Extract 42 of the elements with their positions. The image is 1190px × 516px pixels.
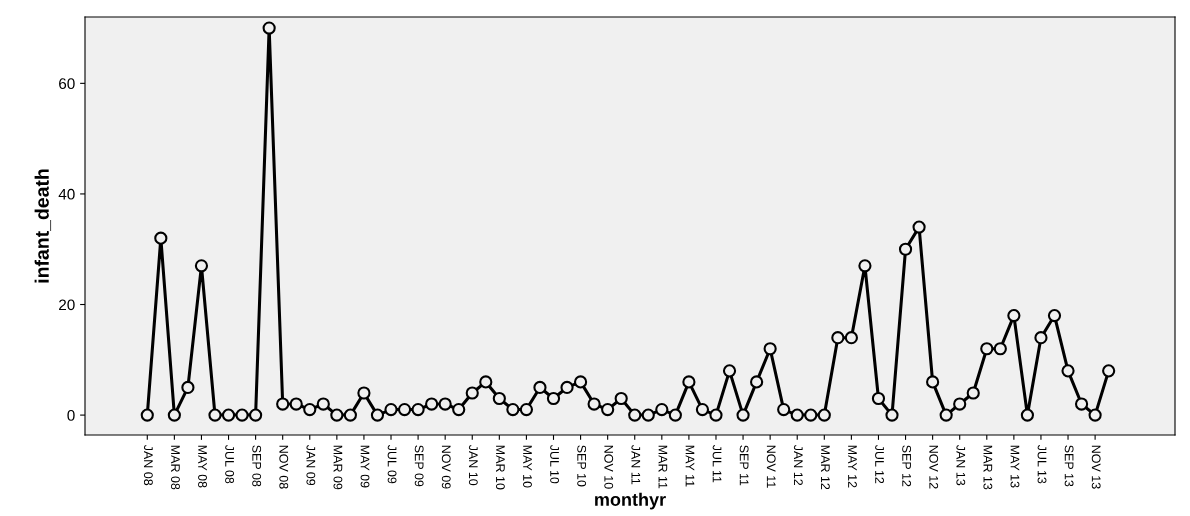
x-tick-label: SEP 11 (739, 445, 749, 486)
x-tick-label: NOV 13 (1091, 445, 1101, 489)
x-tick-label: JUL 11 (712, 444, 722, 483)
x-tick-label: JAN 12 (793, 444, 803, 486)
x-axis-title: monthyr (595, 492, 666, 510)
x-tick-label: JAN 13 (956, 444, 966, 486)
x-tick-label: NOV 08 (279, 445, 289, 489)
x-tick-label: JAN 08 (143, 444, 153, 486)
x-tick-label: JUL 08 (225, 444, 235, 484)
x-tick-label: JUL 13 (1037, 444, 1047, 484)
y-axis-title: infant_death (34, 169, 52, 283)
x-tick-label: MAR 10 (495, 445, 505, 490)
x-tick-label: MAY 10 (523, 445, 532, 488)
x-tick-label: MAY 11 (685, 445, 695, 487)
y-tick-label: 40 (58, 188, 75, 200)
x-tick-label: NOV 10 (604, 445, 614, 489)
x-tick-label: MAR 09 (333, 445, 343, 490)
x-tick-label: MAR 12 (821, 445, 830, 490)
y-tick-label: 60 (59, 78, 75, 90)
x-tick-label: NOV 11 (766, 445, 776, 488)
x-tick-label: MAY 09 (360, 445, 370, 488)
x-tick-label: JAN 09 (306, 444, 316, 486)
x-tick-label: JAN 11 (631, 444, 641, 485)
x-tick-label: SEP 13 (1064, 445, 1074, 487)
x-tick-label: JAN 10 (468, 444, 478, 486)
x-tick-label: JUL 10 (550, 444, 559, 484)
x-tick-label: SEP 10 (577, 445, 587, 487)
x-tick-label: NOV 12 (929, 445, 939, 489)
x-tick-label: JUL 09 (387, 444, 397, 484)
x-tick-label: MAR 11 (658, 445, 668, 489)
y-tick-label: 20 (59, 299, 75, 311)
x-tick-label: NOV 09 (441, 445, 451, 489)
y-tick-label: 0 (67, 409, 75, 421)
x-tick-label: MAY 13 (1010, 445, 1020, 488)
x-tick-label: MAR 13 (983, 445, 993, 490)
x-tick-label: SEP 09 (414, 445, 424, 487)
x-tick-label: SEP 08 (252, 445, 262, 487)
x-tick-label: MAY 12 (848, 445, 857, 488)
x-tick-label: SEP 12 (902, 445, 912, 487)
x-tick-label: MAY 08 (198, 445, 207, 488)
x-tick-label: MAR 08 (171, 445, 180, 490)
x-tick-label: JUL 12 (875, 444, 884, 484)
